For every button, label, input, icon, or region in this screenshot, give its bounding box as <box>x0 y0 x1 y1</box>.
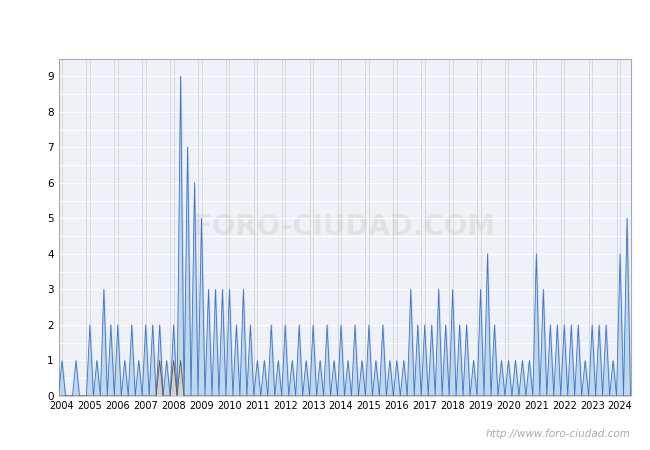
Text: FORO-CIUDAD.COM: FORO-CIUDAD.COM <box>194 213 495 241</box>
Text: Ojós - Evolucion del Nº de Transacciones Inmobiliarias: Ojós - Evolucion del Nº de Transacciones… <box>127 9 523 25</box>
Text: http://www.foro-ciudad.com: http://www.foro-ciudad.com <box>486 429 630 439</box>
